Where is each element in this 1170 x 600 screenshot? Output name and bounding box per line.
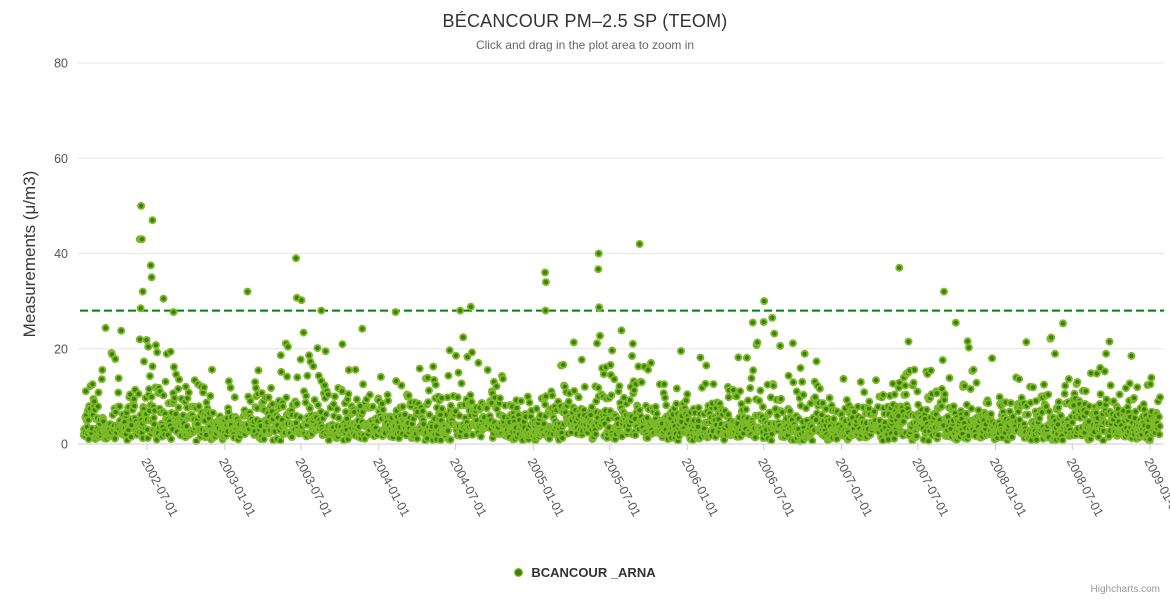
y-tick-label: 40 [54, 247, 68, 261]
x-tick-label: 2003-01-01 [216, 456, 258, 519]
x-tick-label: 2005-01-01 [525, 456, 567, 519]
x-tick-label: 2008-01-01 [987, 456, 1029, 519]
x-tick-label: 2006-01-01 [679, 456, 721, 519]
x-tick-label: 2009-01-01 [1141, 456, 1170, 519]
chart-subtitle: Click and drag in the plot area to zoom … [475, 38, 695, 52]
x-tick-label: 2004-07-01 [447, 456, 489, 519]
x-tick-label: 2003-07-01 [292, 456, 334, 519]
y-tick-label: 20 [54, 342, 68, 356]
x-tick-label: 2008-07-01 [1064, 456, 1106, 519]
series-marker-icon [514, 567, 524, 577]
x-tick-label: 2007-07-01 [909, 456, 951, 519]
scatter-points [79, 201, 1165, 446]
chart-title: BÉCANCOUR PM–2.5 SP (TEOM) [442, 11, 728, 31]
legend-item[interactable]: BCANCOUR _ARNA [0, 562, 1170, 582]
y-axis-labels: 0 20 40 60 80 [54, 57, 68, 452]
axis-lines-and-ticks [78, 443, 1164, 450]
y-tick-label: 80 [54, 57, 68, 71]
legend-label: BCANCOUR _ARNA [531, 564, 656, 580]
x-tick-label: 2002-07-01 [138, 456, 180, 519]
x-axis-labels: 2002-07-01 2003-01-01 2003-07-01 2004-01-01… [138, 456, 1170, 519]
plot-area[interactable] [80, 63, 1164, 444]
x-tick-label: 2006-07-01 [755, 456, 797, 519]
y-tick-label: 0 [61, 438, 68, 452]
x-tick-label: 2007-01-01 [833, 456, 875, 519]
x-tick-label: 2004-01-01 [370, 456, 412, 519]
credits-link[interactable]: Highcharts.com [1090, 584, 1160, 595]
x-tick-label: 2005-07-01 [601, 456, 643, 519]
y-tick-label: 60 [54, 152, 68, 166]
